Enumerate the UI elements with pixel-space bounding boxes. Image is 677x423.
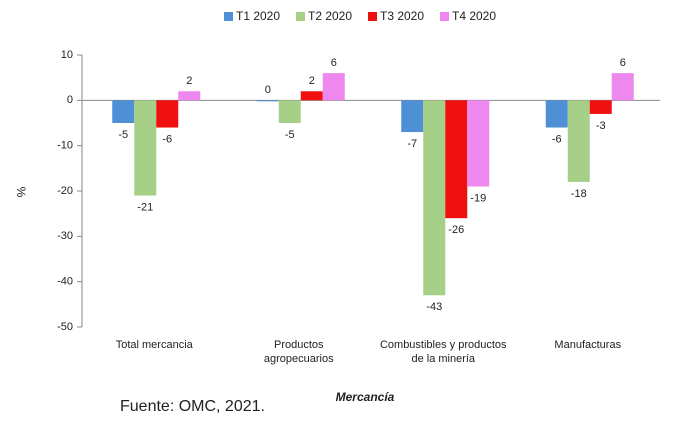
bar <box>467 100 490 187</box>
source-note: Fuente: OMC, 2021. <box>120 398 265 415</box>
bar <box>445 100 468 219</box>
data-label: -19 <box>470 192 486 204</box>
legend-swatch <box>368 12 377 21</box>
y-axis-label: % <box>14 187 28 198</box>
data-label: -5 <box>285 129 295 141</box>
data-label: 6 <box>331 57 337 69</box>
bar <box>156 100 179 128</box>
x-tick-label: Combustibles y productos de la minería <box>379 339 507 365</box>
data-label: -6 <box>162 133 172 145</box>
data-label: -18 <box>571 188 587 200</box>
legend-label: T2 2020 <box>308 9 352 23</box>
bar <box>567 100 590 182</box>
data-label: 2 <box>309 75 315 87</box>
data-label: -5 <box>118 129 128 141</box>
data-label: -21 <box>137 201 153 213</box>
legend-swatch <box>440 12 449 21</box>
bar <box>322 73 345 101</box>
data-label: -3 <box>596 120 606 132</box>
y-tick-label: -40 <box>57 276 73 288</box>
bar <box>256 100 279 102</box>
data-label: -6 <box>552 133 562 145</box>
bar <box>178 91 201 101</box>
y-tick-label: 0 <box>67 94 73 106</box>
y-tick-label: 10 <box>61 49 73 61</box>
legend-label: T4 2020 <box>452 9 496 23</box>
x-tick-label: Productos agropecuarios <box>263 339 334 365</box>
x-tick-label: Total mercancia <box>115 339 193 351</box>
bar <box>112 100 135 123</box>
x-tick-label: Manufacturas <box>554 339 622 351</box>
data-label: 0 <box>265 84 271 96</box>
bar <box>278 100 301 123</box>
data-label: 2 <box>186 75 192 87</box>
legend-swatch <box>296 12 305 21</box>
x-axis-label: Mercancía <box>336 390 395 404</box>
y-tick-label: -50 <box>57 321 73 333</box>
bar <box>423 100 446 296</box>
bar <box>611 73 634 101</box>
data-label: -26 <box>448 224 464 236</box>
bar <box>545 100 568 128</box>
y-tick-label: -20 <box>57 185 73 197</box>
bar <box>589 100 612 114</box>
legend-label: T1 2020 <box>236 9 280 23</box>
legend-swatch <box>224 12 233 21</box>
bar <box>134 100 157 196</box>
data-label: -7 <box>407 138 417 150</box>
bar <box>300 91 323 101</box>
y-tick-label: -30 <box>57 230 73 242</box>
bar <box>401 100 424 133</box>
legend-label: T3 2020 <box>380 9 424 23</box>
data-label: 6 <box>620 57 626 69</box>
data-label: -43 <box>426 301 442 313</box>
y-tick-label: -10 <box>57 140 73 152</box>
